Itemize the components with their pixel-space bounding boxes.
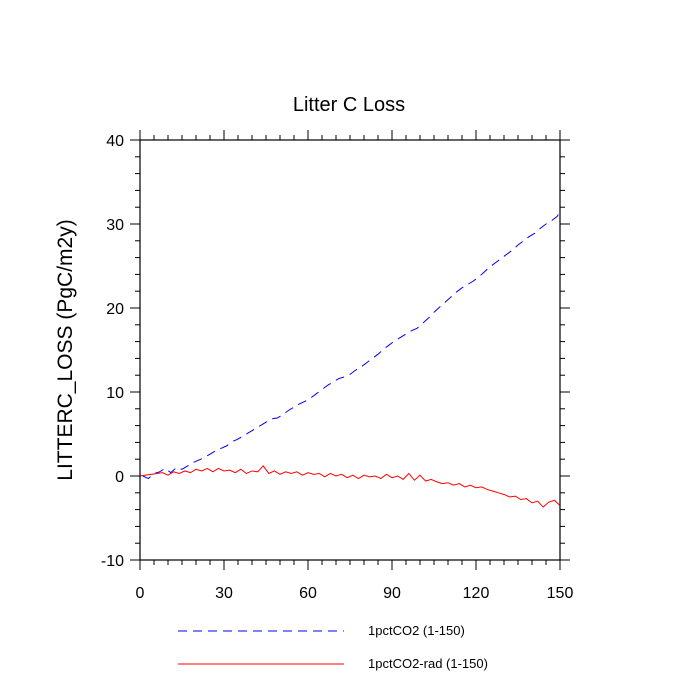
x-tick-label: 30	[215, 585, 233, 602]
series-line-1	[142, 211, 561, 480]
legend-label-1: 1pctCO2 (1-150)	[368, 623, 465, 638]
y-tick-label: 0	[115, 469, 124, 486]
y-tick-label: -10	[101, 553, 124, 570]
axis-ticks: 0 30 60 90 120 150 -10 0 10 20 30 40	[101, 130, 574, 602]
x-tick-label: 0	[136, 585, 145, 602]
x-tick-label: 120	[463, 585, 490, 602]
y-tick-label: 40	[106, 133, 124, 150]
y-tick-label: 10	[106, 385, 124, 402]
x-tick-label: 150	[547, 585, 574, 602]
series-lines	[139, 211, 561, 508]
chart-title: Litter C Loss	[293, 94, 405, 116]
y-axis-label: LITTERC_LOSS (PgC/m2y)	[54, 219, 77, 480]
plot-frame	[139, 139, 561, 561]
series-line-2	[139, 465, 561, 508]
y-tick-label: 20	[106, 301, 124, 318]
x-tick-label: 90	[383, 585, 401, 602]
y-tick-label: 30	[106, 217, 124, 234]
legend: 1pctCO2 (1-150) 1pctCO2-rad (1-150)	[178, 623, 488, 671]
legend-label-2: 1pctCO2-rad (1-150)	[368, 656, 488, 671]
x-tick-label: 60	[299, 585, 317, 602]
